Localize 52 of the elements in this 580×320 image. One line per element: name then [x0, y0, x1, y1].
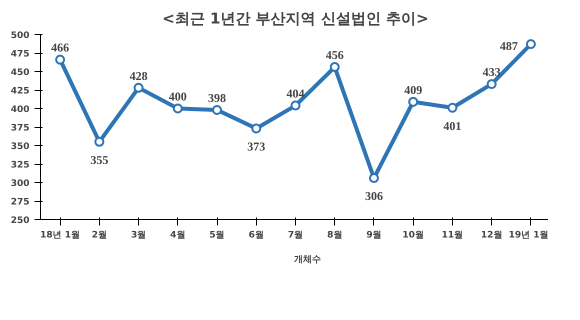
x-tick-label: 6월 [248, 230, 264, 240]
y-tick-label: 500 [10, 31, 30, 41]
x-tick-label: 9월 [366, 230, 382, 240]
x-tick-label: 5월 [209, 230, 225, 240]
x-tick-label: 11월 [442, 230, 464, 240]
data-label: 398 [208, 90, 226, 105]
data-label: 306 [364, 189, 383, 204]
point [330, 62, 340, 72]
data-label: 409 [404, 82, 422, 97]
chart-title: <최근 1년간 부산지역 신설법인 추이> [162, 10, 429, 28]
x-tick-label: 2월 [92, 230, 107, 240]
x-tick-label: 3월 [130, 230, 146, 240]
y-tick-label: 400 [10, 105, 30, 115]
data-label: 404 [286, 86, 304, 101]
data-label: 401 [443, 118, 462, 133]
x-tick-label: 19년 1월 [508, 230, 548, 240]
y-tick-label: 450 [10, 68, 30, 78]
point [94, 136, 104, 147]
x-tick-label: 12월 [480, 230, 502, 240]
data-label: 466 [51, 40, 70, 55]
data-label: 373 [247, 139, 266, 154]
data-label: 487 [500, 39, 518, 54]
x-tick-label: 4월 [170, 230, 186, 240]
text: 개체수 [294, 254, 321, 266]
point [134, 82, 144, 93]
x-tick-label: 18년 1월 [40, 230, 80, 240]
y-tick-label: 475 [10, 50, 30, 60]
y-tick-label: 300 [10, 179, 30, 189]
data-label: 456 [326, 48, 344, 62]
y-tick-label: 325 [10, 160, 30, 170]
point [526, 39, 536, 50]
point [172, 104, 183, 114]
x-tick-label: 7월 [288, 230, 304, 240]
point [55, 54, 66, 65]
point [408, 96, 418, 107]
point [447, 102, 458, 113]
y-tick-label: 350 [10, 142, 30, 152]
y-tick-label: 425 [10, 86, 30, 96]
y-tick-label: 375 [10, 124, 30, 134]
y-tick-label: 250 [10, 216, 30, 226]
y-tick-label: 275 [10, 198, 30, 208]
data-label: 433 [482, 65, 501, 80]
data-label: 400 [168, 90, 187, 104]
point [212, 104, 222, 115]
point [368, 173, 379, 184]
x-tick-label: 8월 [327, 230, 342, 240]
data-label: 355 [90, 152, 108, 167]
point [290, 100, 300, 111]
point [251, 123, 262, 134]
point [486, 79, 497, 90]
x-tick-label: 10월 [402, 230, 424, 240]
data-label: 428 [130, 68, 148, 83]
